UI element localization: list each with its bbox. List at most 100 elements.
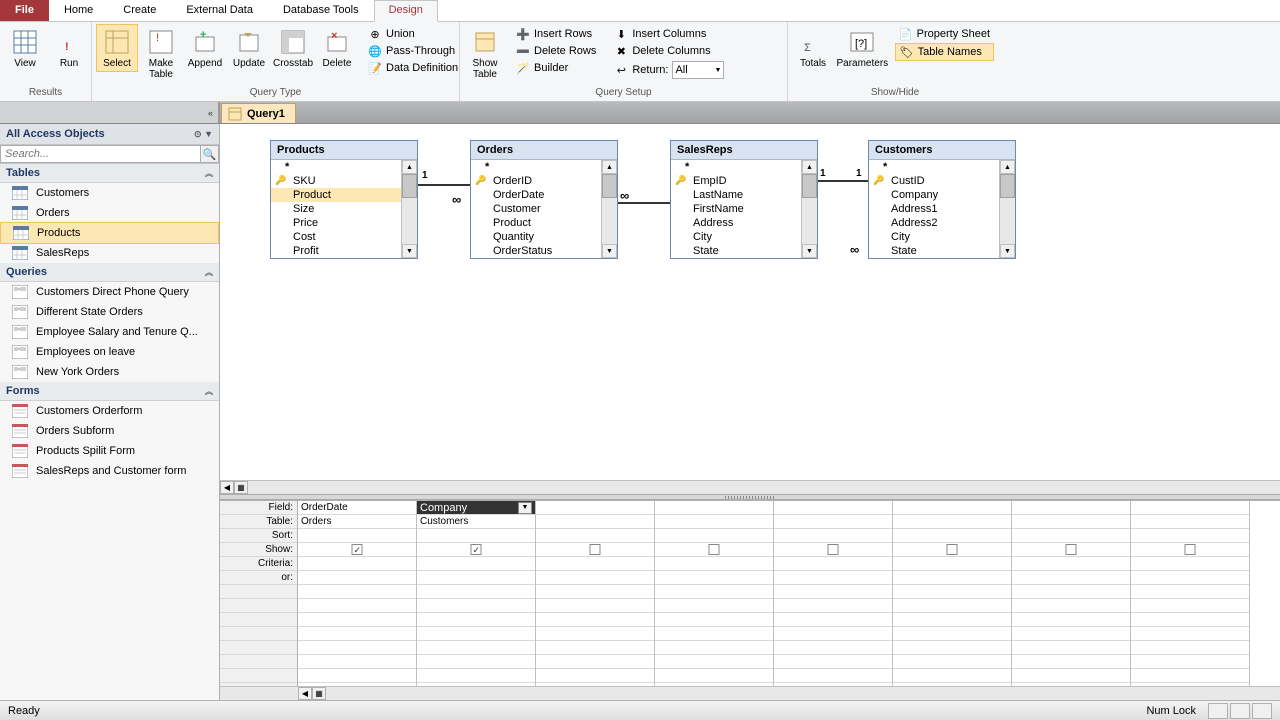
show-cell[interactable] bbox=[1131, 543, 1249, 557]
field-row[interactable]: * bbox=[271, 160, 401, 174]
nav-item[interactable]: Products bbox=[0, 222, 219, 244]
criteria-cell[interactable] bbox=[298, 641, 416, 655]
nav-header[interactable]: All Access Objects ⊙ ▼ bbox=[0, 124, 219, 145]
criteria-cell[interactable] bbox=[655, 669, 773, 683]
insert-columns-button[interactable]: ⬇Insert Columns bbox=[610, 26, 728, 42]
ribbon-tab-create[interactable]: Create bbox=[108, 0, 171, 21]
return-control[interactable]: ↩Return: All▼ bbox=[610, 60, 728, 80]
grid-column[interactable] bbox=[1012, 501, 1131, 686]
show-checkbox[interactable] bbox=[709, 544, 720, 555]
show-checkbox[interactable] bbox=[352, 544, 363, 555]
scroll-track[interactable] bbox=[402, 174, 417, 244]
table-salesreps[interactable]: SalesReps*EmpIDLastNameFirstNameAddressC… bbox=[670, 140, 818, 259]
table-scrollbar[interactable]: ▲▼ bbox=[601, 160, 617, 258]
sort-cell[interactable] bbox=[893, 529, 1011, 543]
show-cell[interactable] bbox=[1012, 543, 1130, 557]
criteria-cell[interactable] bbox=[774, 599, 892, 613]
criteria-cell[interactable] bbox=[1012, 669, 1130, 683]
field-cell[interactable] bbox=[774, 501, 892, 515]
show-table-button[interactable]: Show Table bbox=[464, 24, 506, 83]
nav-item[interactable]: Customers Direct Phone Query bbox=[0, 282, 219, 302]
criteria-cell[interactable] bbox=[893, 557, 1011, 571]
criteria-cell[interactable] bbox=[1131, 585, 1249, 599]
nav-item[interactable]: New York Orders bbox=[0, 362, 219, 382]
criteria-cell[interactable] bbox=[893, 599, 1011, 613]
nav-item[interactable]: Customers Orderform bbox=[0, 401, 219, 421]
table-header[interactable]: Products bbox=[271, 141, 417, 160]
nav-item[interactable]: Employees on leave bbox=[0, 342, 219, 362]
field-row[interactable]: State bbox=[869, 244, 999, 258]
scroll-track[interactable] bbox=[802, 174, 817, 244]
criteria-cell[interactable] bbox=[1131, 655, 1249, 669]
field-row[interactable]: * bbox=[671, 160, 801, 174]
grid-hscroll[interactable]: ◀ ▦ bbox=[220, 686, 1280, 700]
criteria-cell[interactable] bbox=[298, 655, 416, 669]
criteria-cell[interactable] bbox=[655, 613, 773, 627]
criteria-cell[interactable] bbox=[536, 669, 654, 683]
builder-button[interactable]: 🪄Builder bbox=[512, 60, 600, 76]
criteria-cell[interactable] bbox=[417, 613, 535, 627]
field-cell[interactable] bbox=[893, 501, 1011, 515]
hscroll-track-icon[interactable]: ▦ bbox=[234, 481, 248, 494]
criteria-cell[interactable] bbox=[536, 585, 654, 599]
criteria-cell[interactable] bbox=[655, 599, 773, 613]
criteria-cell[interactable] bbox=[655, 557, 773, 571]
nav-search-input[interactable] bbox=[0, 145, 201, 163]
select-query-button[interactable]: Select bbox=[96, 24, 138, 72]
property-sheet-button[interactable]: 📄Property Sheet bbox=[895, 26, 994, 42]
criteria-cell[interactable] bbox=[1012, 613, 1130, 627]
criteria-cell[interactable] bbox=[1131, 599, 1249, 613]
ribbon-tab-external-data[interactable]: External Data bbox=[171, 0, 268, 21]
show-checkbox[interactable] bbox=[947, 544, 958, 555]
field-cell[interactable]: Company▼ bbox=[417, 501, 535, 515]
criteria-cell[interactable] bbox=[893, 613, 1011, 627]
field-cell[interactable] bbox=[1012, 501, 1130, 515]
grid-hscroll-track[interactable]: ▦ bbox=[312, 687, 326, 700]
field-row[interactable]: Product bbox=[271, 188, 401, 202]
table-customers[interactable]: Customers*CustIDCompanyAddress1Address2C… bbox=[868, 140, 1016, 259]
field-cell[interactable] bbox=[655, 501, 773, 515]
dropdown-icon[interactable]: ▼ bbox=[518, 502, 532, 514]
criteria-cell[interactable] bbox=[298, 557, 416, 571]
return-dropdown[interactable]: All▼ bbox=[672, 61, 724, 79]
criteria-cell[interactable] bbox=[417, 571, 535, 585]
field-row[interactable]: FirstName bbox=[671, 202, 801, 216]
criteria-cell[interactable] bbox=[536, 641, 654, 655]
criteria-cell[interactable] bbox=[1131, 669, 1249, 683]
nav-group-forms[interactable]: Forms︽ bbox=[0, 382, 219, 401]
make-table-button[interactable]: !Make Table bbox=[140, 24, 182, 83]
criteria-cell[interactable] bbox=[893, 571, 1011, 585]
criteria-cell[interactable] bbox=[893, 641, 1011, 655]
ribbon-tab-database-tools[interactable]: Database Tools bbox=[268, 0, 374, 21]
table-names-toggle[interactable]: 🏷Table Names bbox=[895, 43, 994, 61]
show-cell[interactable] bbox=[298, 543, 416, 557]
table-scrollbar[interactable]: ▲▼ bbox=[401, 160, 417, 258]
nav-item[interactable]: Customers bbox=[0, 183, 219, 203]
field-row[interactable]: CustID bbox=[869, 174, 999, 188]
criteria-cell[interactable] bbox=[1131, 641, 1249, 655]
criteria-cell[interactable] bbox=[1131, 571, 1249, 585]
parameters-button[interactable]: [?]Parameters bbox=[836, 24, 889, 72]
show-cell[interactable] bbox=[536, 543, 654, 557]
criteria-cell[interactable] bbox=[893, 669, 1011, 683]
sort-cell[interactable] bbox=[1131, 529, 1249, 543]
field-row[interactable]: Address1 bbox=[869, 202, 999, 216]
criteria-cell[interactable] bbox=[1012, 557, 1130, 571]
field-row[interactable]: SKU bbox=[271, 174, 401, 188]
criteria-cell[interactable] bbox=[536, 571, 654, 585]
scroll-down[interactable]: ▼ bbox=[402, 244, 417, 258]
crosstab-button[interactable]: Crosstab bbox=[272, 24, 314, 72]
criteria-cell[interactable] bbox=[536, 655, 654, 669]
update-button[interactable]: Update bbox=[228, 24, 270, 72]
show-checkbox[interactable] bbox=[590, 544, 601, 555]
field-row[interactable]: OrderStatus bbox=[471, 244, 601, 258]
scroll-down[interactable]: ▼ bbox=[1000, 244, 1015, 258]
nav-item[interactable]: SalesReps bbox=[0, 243, 219, 263]
ribbon-tab-home[interactable]: Home bbox=[49, 0, 108, 21]
nav-item[interactable]: SalesReps and Customer form bbox=[0, 461, 219, 481]
table-cell[interactable] bbox=[893, 515, 1011, 529]
criteria-cell[interactable] bbox=[1012, 655, 1130, 669]
scroll-down[interactable]: ▼ bbox=[602, 244, 617, 258]
criteria-cell[interactable] bbox=[417, 585, 535, 599]
grid-column[interactable]: OrderDateOrders bbox=[298, 501, 417, 686]
